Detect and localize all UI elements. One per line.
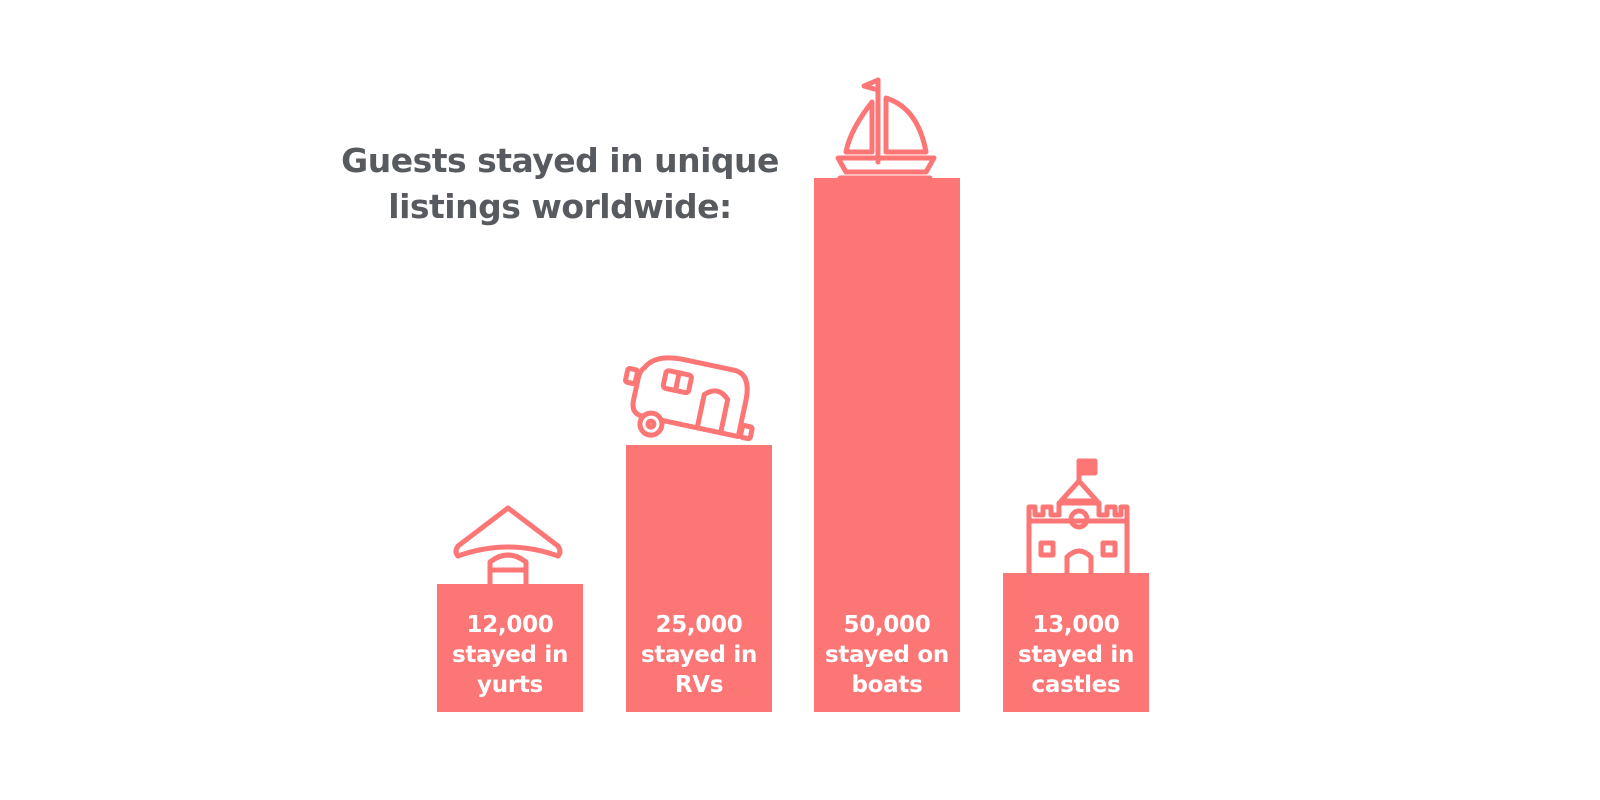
- data-label-text: stayed in: [1017, 642, 1135, 668]
- data-label-text: boats: [851, 672, 923, 698]
- data-label-value: 12,000: [466, 612, 554, 638]
- bar-castles: 13,000 stayed in castles: [1003, 573, 1149, 712]
- data-label-text: RVs: [674, 672, 724, 698]
- bar-label-boats: 50,000 stayed on boats: [814, 610, 960, 700]
- data-label-value: 50,000: [843, 612, 931, 638]
- bar-label-castles: 13,000 stayed in castles: [1003, 610, 1149, 700]
- bar-label-RVs: 25,000 stayed in RVs: [626, 610, 772, 700]
- castle-icon: [1021, 457, 1131, 580]
- yurt-icon: [450, 500, 570, 587]
- bar-label-yurts: 12,000 stayed in yurts: [437, 610, 583, 700]
- bar-yurts: 12,000 stayed in yurts: [437, 584, 583, 712]
- chart-title-line-2: listings worldwide:: [388, 187, 732, 226]
- chart-title: Guests stayed in unique listings worldwi…: [300, 138, 820, 230]
- sailboat-icon: [832, 74, 938, 182]
- data-label-text: stayed in: [640, 642, 758, 668]
- chart-title-line-1: Guests stayed in unique: [341, 141, 779, 180]
- rv-trailer-icon: [616, 355, 766, 451]
- data-label-text: stayed on: [824, 642, 950, 668]
- bar-boats: 50,000 stayed on boats: [814, 178, 960, 712]
- data-label-text: stayed in: [451, 642, 569, 668]
- data-label-value: 25,000: [655, 612, 743, 638]
- bar-RVs: 25,000 stayed in RVs: [626, 445, 772, 712]
- data-label-value: 13,000: [1032, 612, 1120, 638]
- data-label-text: yurts: [477, 672, 543, 698]
- data-label-text: castles: [1031, 672, 1121, 698]
